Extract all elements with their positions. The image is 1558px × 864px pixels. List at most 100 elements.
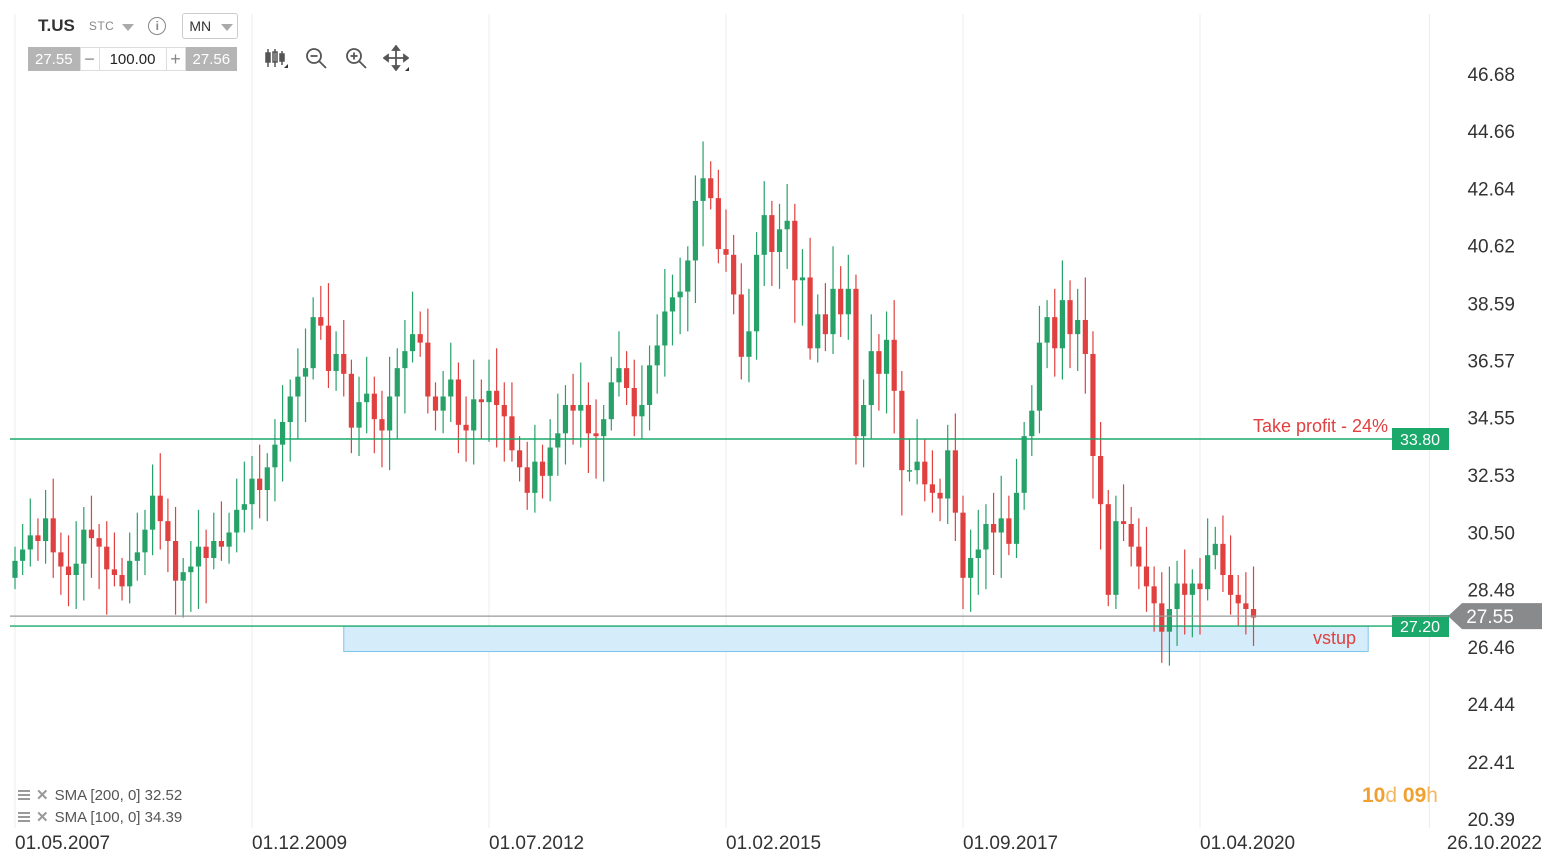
candle: [830, 246, 836, 354]
candle-body: [42, 518, 49, 542]
candle: [387, 356, 393, 471]
candle: [784, 183, 790, 269]
candle: [929, 450, 936, 513]
chevron-down-icon[interactable]: [122, 23, 135, 31]
candle-body: [387, 396, 393, 431]
candle-body: [784, 220, 790, 230]
candle-body: [1174, 583, 1180, 610]
candle: [1013, 458, 1020, 559]
candle: [1143, 526, 1150, 612]
symbol-label[interactable]: T.US: [38, 16, 75, 35]
candle: [585, 382, 591, 473]
pan-icon[interactable]: [382, 44, 410, 72]
candle: [1113, 495, 1119, 610]
candle: [516, 436, 523, 482]
candle: [249, 455, 255, 530]
candle: [180, 558, 186, 618]
indicator-sma-100[interactable]: ✕ SMA [100, 0] 34.39: [18, 808, 182, 826]
entry-zone: [343, 625, 1369, 653]
candle: [639, 365, 645, 439]
volume-input[interactable]: 100.00: [99, 47, 166, 71]
candle-body: [929, 484, 936, 493]
candle-body: [188, 566, 194, 573]
timeframe-select[interactable]: MN: [182, 13, 239, 39]
candle-body: [409, 334, 416, 352]
candle: [838, 266, 844, 337]
candle-body: [807, 277, 813, 349]
candle-body: [1098, 455, 1104, 505]
candle-body: [318, 317, 324, 326]
y-axis-tick-label: 36.57: [1467, 351, 1515, 372]
close-icon[interactable]: ✕: [36, 809, 49, 826]
candle: [302, 328, 309, 422]
candle-body: [195, 546, 202, 567]
candle: [1182, 549, 1188, 635]
candle: [1151, 566, 1157, 632]
candle-body: [1197, 583, 1203, 590]
candle-body: [134, 552, 140, 561]
current-price-tag-bg: [1448, 603, 1542, 630]
y-axis-tick-label: 26.46: [1467, 638, 1515, 659]
level-tag-value: 33.80: [1400, 432, 1440, 449]
drag-handle-icon[interactable]: [18, 790, 30, 800]
candle-body: [272, 444, 278, 468]
candle-body: [371, 393, 377, 420]
candle: [226, 512, 232, 564]
candle: [845, 254, 851, 340]
close-icon[interactable]: ✕: [36, 787, 49, 804]
candle-body: [471, 399, 477, 431]
candle-body: [524, 467, 530, 493]
candle: [700, 141, 706, 247]
candle: [1067, 280, 1073, 369]
candle-body: [624, 368, 630, 388]
candle-body: [990, 524, 997, 533]
levels: 33.80 Take profit - 24% 27.20 vstup: [10, 416, 1449, 648]
candle: [883, 311, 890, 414]
candle-body: [12, 560, 18, 578]
candle: [792, 203, 798, 323]
candle: [463, 396, 469, 462]
buy-price-button[interactable]: 27.56: [185, 47, 238, 71]
indicator-sma-200[interactable]: ✕ SMA [200, 0] 32.52: [18, 786, 182, 804]
candle-body: [142, 529, 148, 553]
candle-body: [234, 509, 240, 533]
candle: [738, 263, 744, 380]
candle-body: [1090, 353, 1096, 456]
sell-price-button[interactable]: 27.55: [28, 47, 80, 71]
candle: [555, 393, 561, 476]
candle: [914, 419, 920, 485]
candle-body: [830, 288, 836, 335]
volume-increase-button[interactable]: +: [165, 47, 186, 71]
chart-type-icon[interactable]: [262, 44, 290, 72]
candle-body: [279, 421, 286, 445]
candle: [547, 419, 553, 502]
candle: [73, 521, 79, 610]
entry-label: vstup: [1313, 628, 1356, 648]
zoom-out-icon[interactable]: [302, 44, 330, 72]
candle-body: [654, 345, 660, 366]
candle: [264, 453, 270, 522]
candle: [677, 257, 683, 335]
instrument-type-label[interactable]: STC: [88, 19, 115, 33]
candle: [608, 356, 614, 431]
candle-body: [180, 572, 186, 581]
candle-body: [455, 379, 462, 425]
candle: [356, 376, 362, 456]
candle-body: [1036, 342, 1043, 411]
candle: [341, 319, 347, 397]
candle-body: [1159, 603, 1165, 632]
drag-handle-icon[interactable]: [18, 812, 30, 822]
volume-decrease-button[interactable]: −: [79, 47, 100, 71]
info-icon[interactable]: i: [148, 17, 167, 35]
candle: [1120, 484, 1127, 542]
candle: [1075, 288, 1081, 371]
candle: [81, 507, 87, 601]
zoom-in-icon[interactable]: [342, 44, 370, 72]
candle: [1021, 421, 1027, 510]
candle: [371, 376, 377, 454]
candle-body: [1151, 586, 1157, 604]
candle: [42, 489, 49, 564]
candle-body: [539, 461, 546, 476]
candle: [234, 478, 240, 553]
